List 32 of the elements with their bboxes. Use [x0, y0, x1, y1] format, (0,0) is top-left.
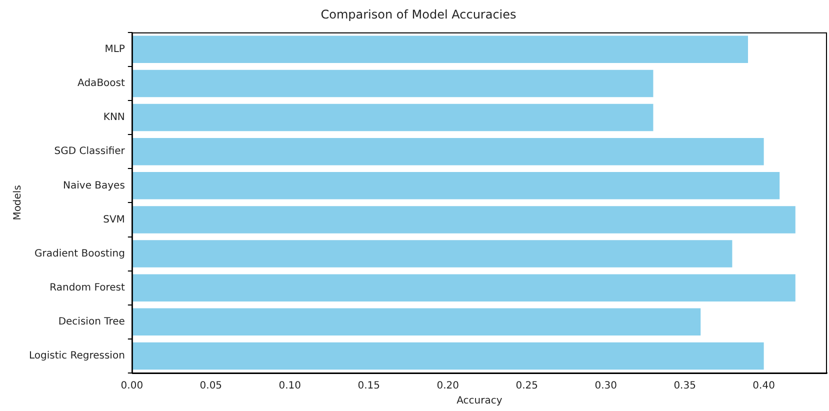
y-axis-title: Models	[12, 185, 24, 220]
y-tick-label: KNN	[103, 112, 125, 124]
y-tick-label: Naive Bayes	[63, 180, 125, 192]
x-tick-label: 0.20	[436, 380, 459, 392]
y-tick-label: Gradient Boosting	[34, 248, 125, 260]
x-tick-label: 0.00	[120, 380, 144, 392]
bar	[132, 206, 796, 234]
x-axis-title: Accuracy	[456, 396, 502, 407]
bar	[132, 342, 764, 370]
chart-title: Comparison of Model Accuracies	[320, 7, 516, 22]
y-tick-label: Random Forest	[50, 282, 125, 294]
y-tick-label: AdaBoost	[78, 78, 125, 90]
bar	[132, 172, 780, 200]
x-tick-label: 0.40	[752, 380, 775, 392]
y-tick-label: SVM	[103, 214, 125, 226]
y-tick-label: MLP	[104, 44, 125, 56]
bar	[132, 70, 654, 98]
y-tick-label: Decision Tree	[58, 316, 125, 328]
x-tick-label: 0.25	[516, 380, 538, 392]
x-tick-label: 0.30	[594, 380, 617, 392]
y-tick-label: Logistic Regression	[28, 350, 125, 362]
bar	[132, 308, 701, 336]
bar	[132, 36, 748, 64]
y-tick-label: SGD Classifier	[54, 146, 126, 158]
bar	[132, 104, 654, 132]
x-tick-label: 0.35	[674, 380, 696, 392]
bar	[132, 274, 796, 302]
x-tick-label: 0.05	[200, 380, 222, 392]
bar	[132, 138, 764, 166]
bar	[132, 240, 732, 268]
x-tick-label: 0.15	[358, 380, 380, 392]
x-tick-label: 0.10	[278, 380, 302, 392]
